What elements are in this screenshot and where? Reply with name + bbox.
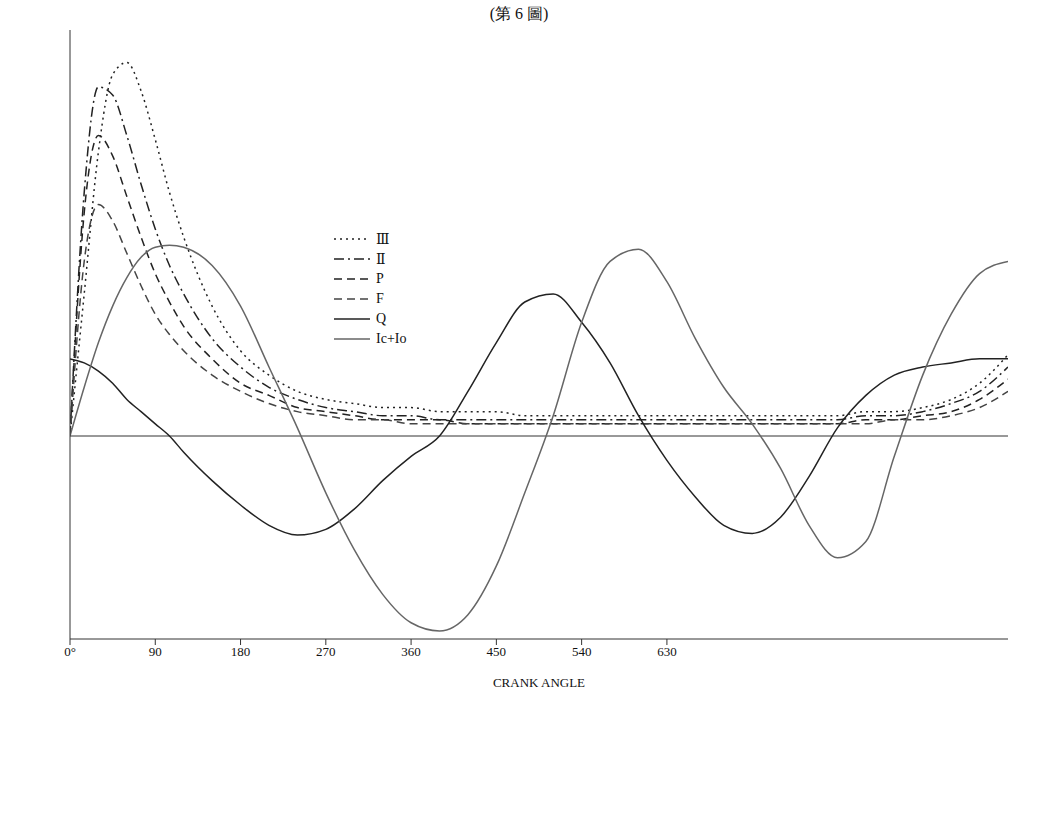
svg-text:180: 180	[231, 644, 251, 659]
html-text:(第 6 圖): (第 6 圖)	[489, 5, 549, 22]
svg-text:360: 360	[401, 644, 421, 659]
svg-text:270: 270	[316, 644, 336, 659]
html-text:P: P	[376, 271, 384, 286]
html-text:Ⅲ: Ⅲ	[376, 231, 390, 247]
svg-text:540: 540	[572, 644, 592, 659]
html-text:Ic+Io: Ic+Io	[376, 331, 407, 346]
svg-text:630: 630	[657, 644, 677, 659]
html-text:F: F	[376, 291, 384, 306]
svg-text:CRANK ANGLE: CRANK ANGLE	[493, 675, 585, 690]
svg-text:450: 450	[487, 644, 507, 659]
html-text:Ⅱ: Ⅱ	[376, 251, 386, 267]
svg-text:90: 90	[149, 644, 162, 659]
svg-text:0°: 0°	[64, 644, 76, 659]
html-text:Q: Q	[376, 311, 387, 326]
